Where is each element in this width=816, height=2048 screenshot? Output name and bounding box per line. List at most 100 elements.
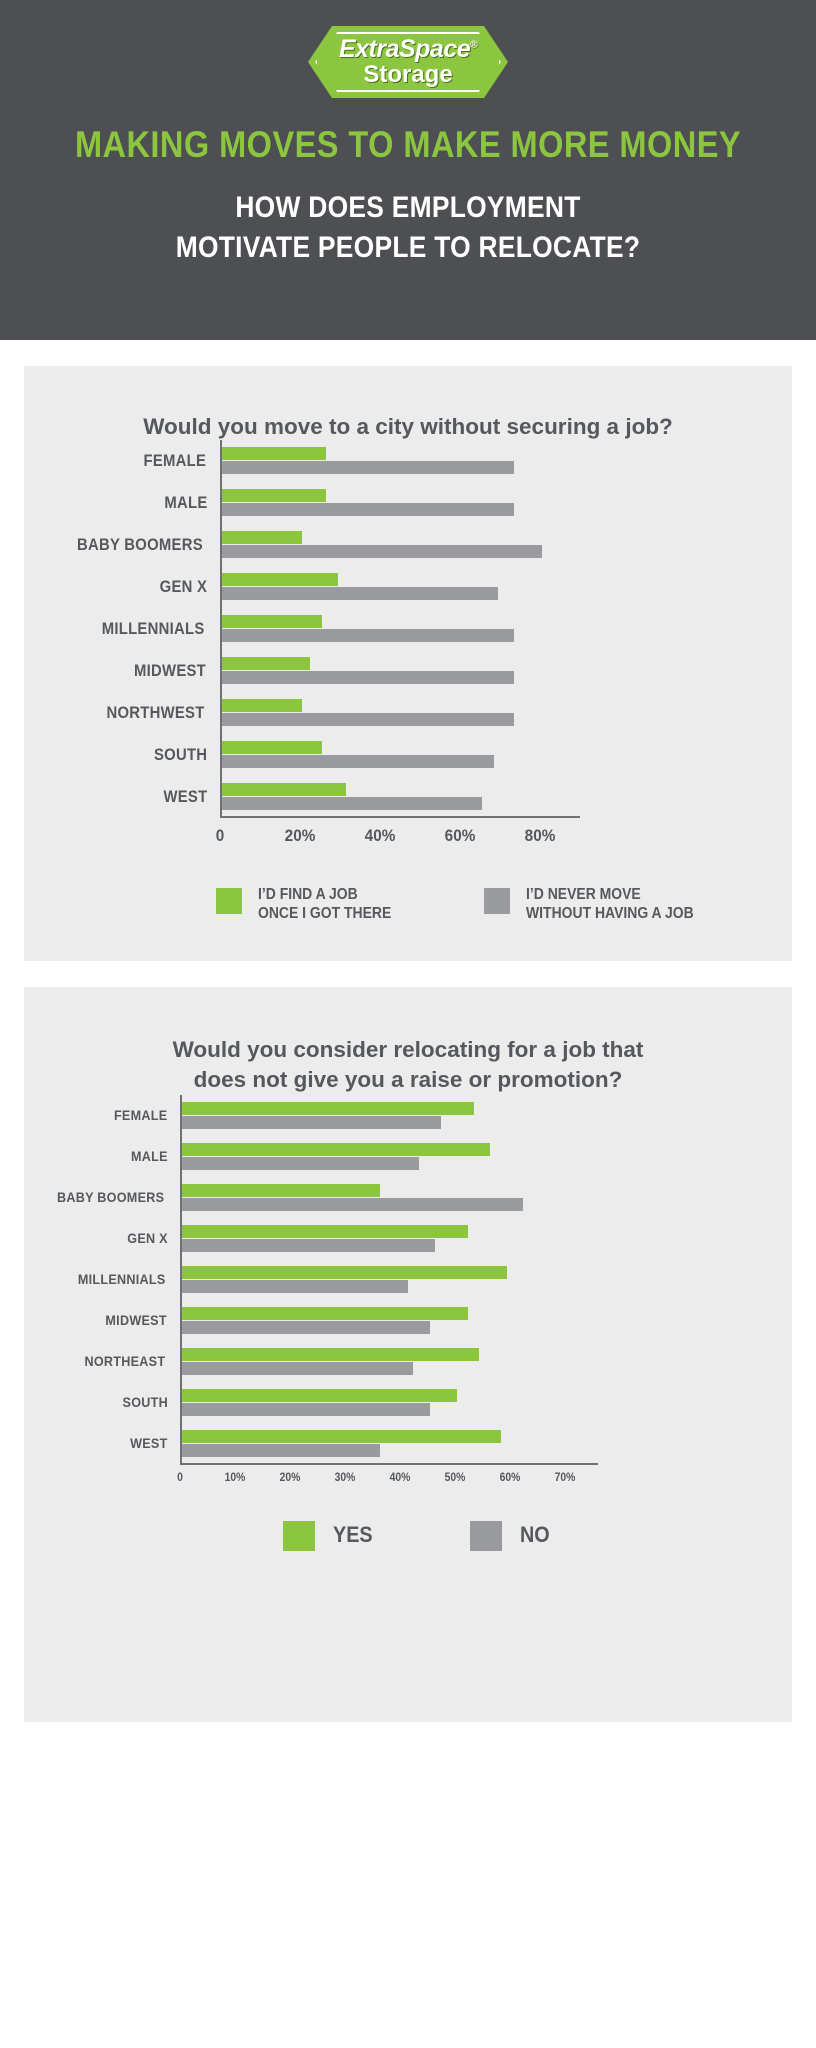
chart2-title-line1: Would you consider relocating for a job … bbox=[172, 1037, 644, 1062]
chart2-body: FEMALE MALE BABY BOOMERS GEN X MILLENNIALS MI… bbox=[24, 1094, 792, 1465]
category-label: MALE bbox=[164, 493, 208, 512]
bar-series-2 bbox=[182, 1402, 430, 1416]
bar-row bbox=[182, 1423, 598, 1464]
legend-item: I’D FIND A JOB ONCE I GOT THERE bbox=[215, 886, 406, 924]
category-label: MILLENNIALS bbox=[101, 619, 205, 638]
bar-row bbox=[182, 1177, 598, 1218]
category-label: MALE bbox=[131, 1148, 168, 1165]
bar-series-2 bbox=[182, 1443, 380, 1457]
bar-series-2 bbox=[222, 461, 514, 474]
chart-panel-2: Would you consider relocating for a job … bbox=[24, 987, 792, 1722]
category-label: FEMALE bbox=[113, 1107, 168, 1124]
bar-series-2 bbox=[222, 797, 482, 810]
infographic-header: ExtraSpace® Storage MAKING MOVES TO MAKE… bbox=[0, 0, 816, 340]
x-axis-tick-label: 30% bbox=[334, 1471, 356, 1484]
chart1-body: FEMALE MALE BABY BOOMERS GEN X MILLENNIALS MI… bbox=[24, 440, 792, 818]
x-axis-tick-label: 20% bbox=[279, 1471, 301, 1484]
bar-series-1 bbox=[222, 573, 338, 586]
bar-row bbox=[222, 650, 580, 692]
legend-label: I’D FIND A JOB ONCE I GOT THERE bbox=[257, 886, 392, 922]
chart2: FEMALE MALE BABY BOOMERS GEN X MILLENNIALS MI… bbox=[24, 1094, 792, 1551]
legend-label: NO bbox=[519, 1522, 550, 1548]
bar-row bbox=[222, 524, 580, 566]
category-label: WEST bbox=[130, 1435, 168, 1452]
category-label: BABY BOOMERS bbox=[77, 535, 204, 554]
bar-series-1 bbox=[182, 1347, 479, 1361]
bar-series-2 bbox=[222, 503, 514, 516]
x-axis-tick-label: 80% bbox=[524, 826, 556, 845]
bar-row bbox=[222, 776, 580, 818]
bar-row bbox=[222, 566, 580, 608]
bar-series-1 bbox=[182, 1142, 490, 1156]
legend-item: NO bbox=[469, 1520, 553, 1551]
bar-series-2 bbox=[182, 1279, 408, 1293]
category-label: MILLENNIALS bbox=[77, 1271, 166, 1288]
bar-row bbox=[182, 1382, 598, 1423]
x-axis-tick-label: 40% bbox=[389, 1471, 411, 1484]
x-axis-tick-label: 0 bbox=[177, 1471, 183, 1484]
bar-row bbox=[222, 692, 580, 734]
legend-swatch-gray bbox=[469, 1520, 502, 1551]
x-axis-tick-label: 20% bbox=[284, 826, 316, 845]
infographic-subhead-line1: HOW DOES EMPLOYMENT bbox=[235, 191, 581, 224]
legend-swatch-green bbox=[215, 888, 242, 914]
bar-series-1 bbox=[182, 1388, 457, 1402]
chart1-legend: I’D FIND A JOB ONCE I GOT THERE I’D NEVER … bbox=[24, 886, 792, 924]
chart1-plot-area bbox=[220, 440, 580, 818]
category-label: SOUTH bbox=[122, 1394, 168, 1411]
bar-series-1 bbox=[182, 1183, 380, 1197]
logo-brand-line2: Storage bbox=[363, 61, 453, 88]
category-label: FEMALE bbox=[143, 451, 207, 470]
infographic-subhead-line2: MOTIVATE PEOPLE TO RELOCATE? bbox=[175, 230, 641, 264]
x-axis-tick-label: 50% bbox=[444, 1471, 466, 1484]
bar-series-2 bbox=[182, 1361, 413, 1375]
chart1-x-axis: 0 20% 40% 60% 80% bbox=[216, 818, 580, 852]
x-axis-tick-label: 0 bbox=[215, 826, 225, 845]
chart2-title-line2: does not give you a raise or promotion? bbox=[193, 1066, 623, 1092]
bar-row bbox=[182, 1259, 598, 1300]
category-label: GEN X bbox=[127, 1230, 168, 1247]
bar-row bbox=[182, 1341, 598, 1382]
chart2-legend: YES NO bbox=[24, 1520, 792, 1551]
legend-label: YES bbox=[333, 1522, 374, 1548]
bar-row bbox=[222, 440, 580, 482]
logo-hexagon-border bbox=[315, 32, 501, 92]
x-axis-tick-label: 40% bbox=[364, 826, 396, 845]
bar-series-2 bbox=[222, 671, 514, 684]
category-label: NORTHWEST bbox=[106, 703, 205, 722]
bar-series-1 bbox=[222, 447, 326, 460]
x-axis-tick-label: 60% bbox=[444, 826, 476, 845]
bar-series-1 bbox=[182, 1224, 468, 1238]
logo-text: ExtraSpace® Storage bbox=[308, 26, 508, 98]
category-label: MIDWEST bbox=[105, 1312, 167, 1329]
bar-series-2 bbox=[222, 755, 494, 768]
legend-swatch-gray bbox=[483, 888, 510, 914]
bar-row bbox=[222, 482, 580, 524]
bar-series-1 bbox=[222, 531, 302, 544]
bar-series-2 bbox=[182, 1238, 435, 1252]
chart1-title: Would you move to a city without securin… bbox=[143, 414, 673, 439]
bar-series-1 bbox=[222, 657, 310, 670]
bar-series-2 bbox=[182, 1156, 419, 1170]
bar-series-2 bbox=[182, 1115, 441, 1129]
bar-row bbox=[182, 1218, 598, 1259]
category-label: MIDWEST bbox=[133, 661, 206, 680]
category-label: WEST bbox=[163, 787, 208, 806]
bar-row bbox=[222, 734, 580, 776]
bar-series-1 bbox=[222, 489, 326, 502]
category-label: SOUTH bbox=[153, 745, 208, 764]
bar-series-2 bbox=[222, 713, 514, 726]
bar-series-1 bbox=[222, 699, 302, 712]
chart2-category-labels: FEMALE MALE BABY BOOMERS GEN X MILLENNIALS MI… bbox=[54, 1095, 180, 1465]
extraspace-storage-logo: ExtraSpace® Storage bbox=[308, 26, 508, 98]
registered-trademark-icon: ® bbox=[470, 39, 478, 51]
x-axis-tick-label: 70% bbox=[554, 1471, 576, 1484]
chart-panel-1: Would you move to a city without securin… bbox=[24, 366, 792, 961]
chart1: FEMALE MALE BABY BOOMERS GEN X MILLENNIALS MI… bbox=[24, 440, 792, 924]
legend-label: I’D NEVER MOVE WITHOUT HAVING A JOB bbox=[525, 886, 694, 922]
legend-item: I’D NEVER MOVE WITHOUT HAVING A JOB bbox=[483, 886, 712, 924]
logo-hexagon-shape bbox=[308, 26, 508, 98]
chart2-x-axis: 0 10% 20% 30% 40% 50% 60% 70% bbox=[177, 1465, 598, 1495]
bar-series-2 bbox=[222, 587, 498, 600]
bar-series-2 bbox=[222, 545, 542, 558]
